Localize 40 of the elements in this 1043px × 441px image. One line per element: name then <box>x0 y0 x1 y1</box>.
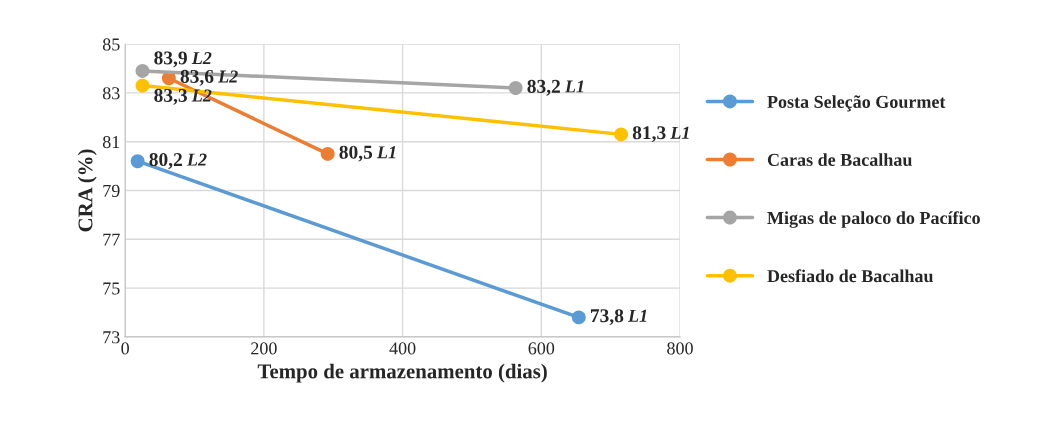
annotation: L1 <box>627 309 647 322</box>
x-tick-label: 0 <box>121 342 129 355</box>
point <box>130 154 145 169</box>
point <box>571 310 586 325</box>
y-tick-label: 79 <box>103 184 120 197</box>
legend-label: Posta Seleção Gourmet <box>767 95 946 112</box>
x-tick-label: 800 <box>667 342 693 355</box>
y-tick-label: 75 <box>103 282 120 295</box>
annotation: L1 <box>564 80 584 93</box>
data-label: 83,6 <box>180 69 214 86</box>
data-label: 73,8 <box>590 309 624 326</box>
point <box>135 64 150 78</box>
y-tick-label: 73 <box>103 331 120 344</box>
point <box>135 78 150 93</box>
y-tick-label: 83 <box>102 87 120 100</box>
annotation: L1 <box>376 146 396 159</box>
data-label: 83,2 <box>527 79 560 96</box>
x-tick-label: 400 <box>389 342 416 355</box>
data-label: 80,2 <box>149 152 182 169</box>
data-label: 83,3 <box>154 88 187 105</box>
point <box>320 146 335 161</box>
x-tick-label: 200 <box>251 342 277 355</box>
annotation: L1 <box>670 126 689 139</box>
x-axis-title: Tempo de armazenamento (dias) <box>257 363 547 383</box>
data-label: 83,9 <box>154 51 187 68</box>
annotation: L2 <box>186 153 207 166</box>
point <box>614 127 629 142</box>
legend-label: Desfiado de Bacalhau <box>767 269 934 283</box>
y-tick-label: 77 <box>103 233 120 246</box>
data-label: 80,5 <box>339 145 373 162</box>
annotation: L2 <box>191 52 212 64</box>
y-axis-title: CRA (%) <box>77 149 97 232</box>
y-tick-label: 81 <box>102 135 120 149</box>
data-label: 81,3 <box>632 126 666 143</box>
y-tick-label: 85 <box>102 38 120 51</box>
legend-label: Migas de paloco do Pacífico <box>767 211 980 228</box>
legend-label: Caras de Bacalhau <box>767 153 912 167</box>
annotation: L2 <box>218 70 238 83</box>
point <box>508 81 523 95</box>
x-tick-label: 600 <box>528 342 555 355</box>
